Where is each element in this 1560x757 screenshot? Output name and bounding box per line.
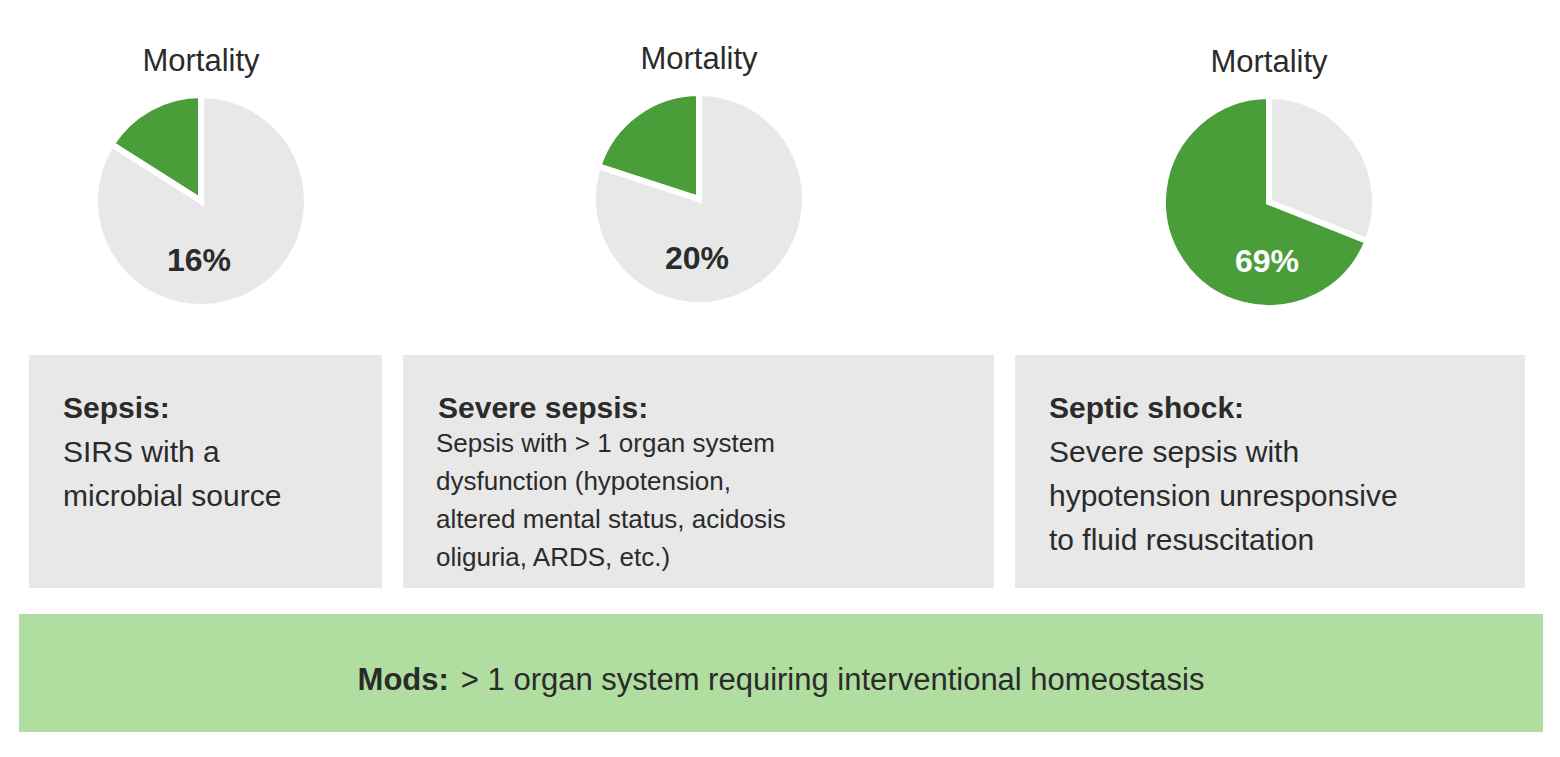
box-text: to fluid resuscitation xyxy=(1049,523,1314,556)
pie-chart: Mortality 16% xyxy=(95,43,307,307)
box-term: Severe sepsis: xyxy=(438,391,648,424)
pie-slice xyxy=(593,93,805,305)
box-term: Sepsis: xyxy=(63,391,170,424)
box-text: dysfunction (hypotension, xyxy=(436,466,731,496)
definition-box: Septic shock: Severe sepsis with hypotensi… xyxy=(1015,355,1525,588)
footer-text: Mods: > 1 organ system requiring interven… xyxy=(358,662,1205,697)
box-term: Septic shock: xyxy=(1049,391,1244,424)
slices xyxy=(593,93,805,305)
definition-box: Sepsis: SIRS with a microbial source xyxy=(29,355,382,588)
pie-chart: Mortality 69% xyxy=(1163,44,1375,308)
box-text: microbial source xyxy=(63,479,281,512)
canvas: Mortality 16% Mortality 20% Mortality 69% Seps… xyxy=(0,0,1560,757)
pie-title: Mortality xyxy=(640,41,758,76)
footer-term: Mods: xyxy=(358,662,449,697)
box-background xyxy=(29,355,382,588)
box-text: SIRS with a xyxy=(63,435,220,468)
footer: Mods: > 1 organ system requiring interven… xyxy=(19,614,1543,732)
box-background xyxy=(403,355,994,588)
data-label: 69% xyxy=(1235,243,1299,279)
footer-definition: > 1 organ system requiring interventiona… xyxy=(461,662,1205,697)
data-label: 20% xyxy=(665,240,729,276)
pie-title: Mortality xyxy=(142,43,260,78)
pie-slice xyxy=(1269,96,1375,241)
slices xyxy=(1163,96,1375,308)
box-text: altered mental status, acidosis xyxy=(436,504,786,534)
pie-slice xyxy=(95,95,307,307)
box-text: oliguria, ARDS, etc.) xyxy=(436,542,670,572)
footer-background xyxy=(19,614,1543,732)
box-text: Sepsis with > 1 organ system xyxy=(436,428,775,458)
pie-chart: Mortality 20% xyxy=(593,41,805,305)
box-text: Severe sepsis with xyxy=(1049,435,1299,468)
data-label: 16% xyxy=(167,242,231,278)
pie-title: Mortality xyxy=(1210,44,1328,79)
page: Mortality 16% Mortality 20% Mortality 69% Seps… xyxy=(0,0,1560,757)
definition-box: Severe sepsis: Sepsis with > 1 organ syst… xyxy=(403,355,994,588)
box-background xyxy=(1015,355,1525,588)
box-text: hypotension unresponsive xyxy=(1049,479,1398,512)
slices xyxy=(95,95,307,307)
